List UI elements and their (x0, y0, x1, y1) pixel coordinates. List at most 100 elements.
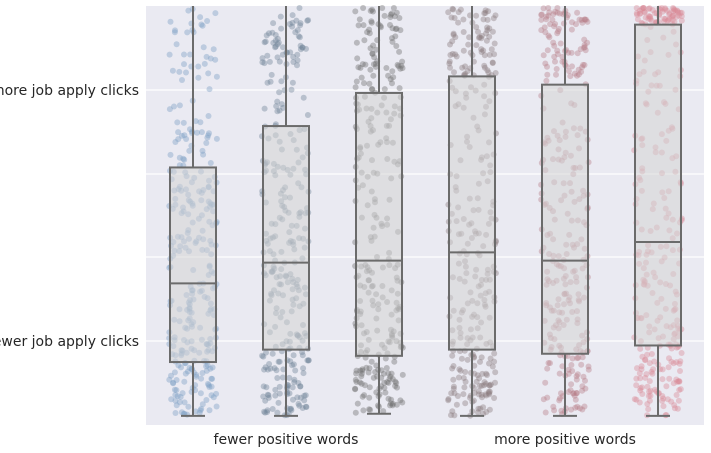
data-point (580, 373, 587, 380)
data-point (538, 16, 545, 23)
data-point (358, 370, 365, 377)
data-point (297, 42, 304, 49)
data-point (678, 17, 685, 24)
data-point (263, 349, 269, 356)
data-point (291, 376, 298, 383)
data-point (446, 58, 453, 65)
data-point (289, 79, 296, 86)
data-point (370, 42, 377, 49)
data-point (261, 408, 268, 415)
data-point (280, 366, 287, 373)
data-point (209, 364, 216, 371)
data-point (670, 13, 677, 19)
data-point (386, 375, 393, 382)
data-point (565, 370, 572, 377)
data-point (210, 46, 217, 53)
data-point (675, 397, 682, 404)
data-point (645, 5, 652, 12)
data-point (671, 6, 678, 13)
data-point (569, 368, 576, 374)
data-point (264, 52, 271, 59)
data-point (180, 119, 187, 126)
data-point (639, 384, 645, 391)
data-point (269, 29, 276, 36)
data-point (288, 86, 295, 93)
data-point (478, 354, 485, 361)
data-point (567, 73, 574, 80)
data-point (641, 9, 648, 16)
data-point (481, 382, 488, 389)
data-point (675, 378, 682, 385)
data-point (179, 390, 186, 397)
data-point (385, 379, 392, 386)
data-point (449, 5, 456, 12)
data-point (389, 402, 396, 409)
data-point (633, 5, 640, 11)
data-point (552, 21, 559, 27)
data-point (173, 41, 180, 48)
data-point (644, 401, 651, 407)
data-point (565, 389, 572, 395)
data-point (366, 30, 373, 37)
data-point (546, 34, 553, 41)
data-point (453, 53, 460, 60)
data-point (288, 405, 294, 412)
data-point (291, 379, 298, 386)
data-point (492, 369, 499, 376)
data-point (675, 9, 682, 16)
data-point (286, 390, 293, 397)
data-point (643, 371, 650, 378)
data-point (646, 13, 653, 20)
data-point (671, 18, 678, 25)
data-point (396, 48, 403, 55)
data-point (579, 354, 586, 361)
data-point (199, 22, 206, 29)
data-point (550, 11, 557, 18)
data-point (484, 372, 490, 378)
data-point (370, 72, 377, 79)
data-point (477, 405, 484, 412)
data-point (676, 378, 683, 385)
data-point (381, 12, 388, 19)
data-point (210, 394, 217, 401)
data-point (550, 403, 557, 410)
data-point (665, 364, 672, 371)
data-point (387, 76, 394, 83)
data-point (299, 44, 306, 51)
data-point (274, 98, 281, 105)
data-point (198, 21, 205, 28)
data-point (644, 351, 651, 358)
data-point (473, 378, 480, 385)
data-point (568, 381, 575, 388)
data-point (447, 52, 454, 58)
data-point (662, 6, 669, 13)
data-point (195, 74, 202, 81)
data-point (264, 391, 271, 398)
data-point (541, 24, 548, 31)
data-point (262, 409, 269, 416)
data-point (659, 393, 666, 399)
data-point (670, 5, 676, 11)
data-point (385, 370, 392, 377)
data-point (492, 12, 499, 19)
data-point (636, 10, 643, 17)
box-1 (262, 6, 310, 417)
data-point (646, 388, 653, 395)
data-point (545, 32, 552, 39)
data-point (491, 350, 498, 357)
data-point (575, 354, 582, 361)
data-point (460, 391, 467, 398)
data-point (389, 80, 395, 87)
data-point (206, 130, 212, 137)
data-point (450, 30, 457, 37)
data-point (181, 51, 187, 58)
data-point (486, 406, 493, 413)
data-point (352, 376, 359, 383)
data-point (269, 350, 276, 357)
data-point (194, 129, 201, 136)
data-point (181, 399, 188, 406)
data-point (487, 355, 494, 362)
data-point (175, 362, 182, 369)
data-point (387, 22, 393, 28)
data-point (447, 64, 453, 71)
